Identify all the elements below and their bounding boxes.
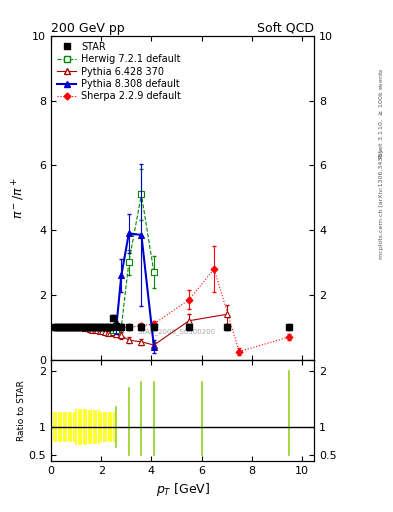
Text: 200 GeV pp: 200 GeV pp [51, 22, 125, 35]
X-axis label: $p_T$ [GeV]: $p_T$ [GeV] [156, 481, 210, 498]
Y-axis label: $\pi^- / \pi^+$: $\pi^- / \pi^+$ [10, 177, 27, 219]
Legend: STAR, Herwig 7.2.1 default, Pythia 6.428 370, Pythia 8.308 default, Sherpa 2.2.9: STAR, Herwig 7.2.1 default, Pythia 6.428… [54, 39, 184, 104]
Y-axis label: Ratio to STAR: Ratio to STAR [17, 380, 26, 441]
Text: Rivet 3.1.10, $\geq$ 100k events: Rivet 3.1.10, $\geq$ 100k events [377, 67, 385, 159]
Text: mcplots.cern.ch [arXiv:1306.3436]: mcplots.cern.ch [arXiv:1306.3436] [379, 151, 384, 259]
Text: STAR_2006_S6500200: STAR_2006_S6500200 [138, 329, 216, 335]
Text: Soft QCD: Soft QCD [257, 22, 314, 35]
